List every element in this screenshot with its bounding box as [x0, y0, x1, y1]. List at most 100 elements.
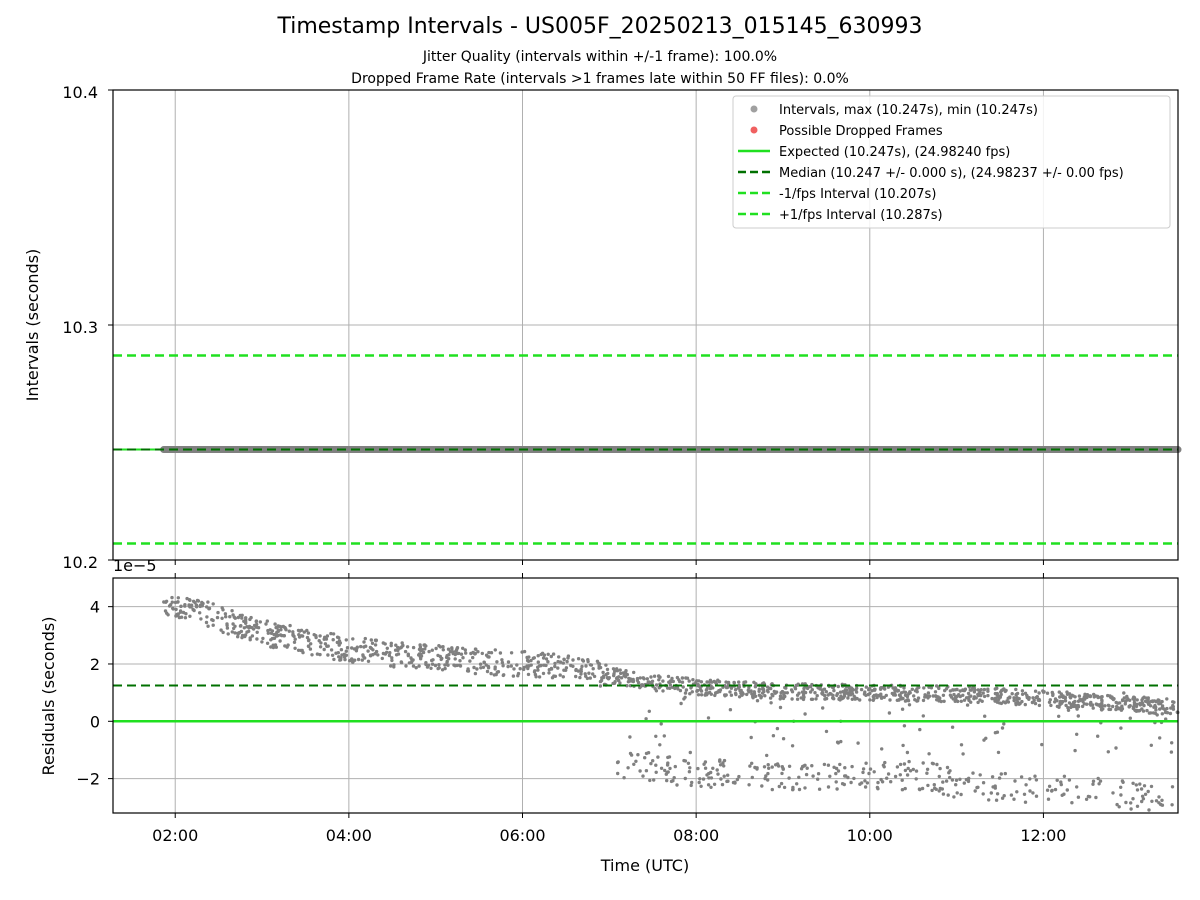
residual-point [624, 669, 628, 673]
residual-outlier-point [993, 786, 997, 790]
residual-outlier-point [1062, 792, 1066, 796]
residual-outlier-point [1070, 801, 1074, 805]
residual-point [824, 690, 828, 694]
residual-point [871, 698, 875, 702]
residual-point [279, 628, 283, 632]
residual-point [749, 689, 753, 693]
residual-point [1020, 692, 1025, 696]
residual-point [278, 633, 283, 637]
residual-point [243, 633, 248, 637]
residual-outlier-point [1149, 743, 1154, 747]
residual-point [329, 648, 334, 652]
residual-point [1127, 705, 1131, 709]
residual-point [426, 663, 431, 667]
residual-point [256, 626, 261, 630]
residual-point [455, 663, 459, 668]
residual-point [441, 645, 445, 649]
residual-outlier-point [886, 772, 891, 776]
residual-point [529, 658, 533, 663]
bottom-y-tick-label: 4 [90, 598, 100, 617]
residual-outlier-point [1040, 742, 1044, 747]
residual-point [597, 662, 602, 666]
residual-point [493, 648, 497, 652]
x-tick-label: 04:00 [326, 826, 372, 845]
residual-point [613, 669, 617, 673]
residual-point [287, 629, 291, 633]
residual-point [233, 631, 237, 635]
residual-point [527, 664, 531, 668]
residual-outlier-point [760, 784, 764, 788]
residual-point [990, 696, 994, 701]
residual-outlier-point [850, 764, 854, 769]
residual-point [419, 657, 423, 661]
residual-point [1158, 707, 1162, 711]
residual-point [399, 660, 403, 664]
residual-point [537, 675, 542, 679]
residual-point [392, 663, 396, 667]
residual-point [318, 645, 323, 649]
residual-point [675, 675, 680, 680]
residual-point [331, 638, 335, 642]
residual-outlier-point [973, 789, 977, 793]
residual-point [604, 663, 608, 667]
residual-point [1107, 704, 1111, 708]
residual-point [411, 664, 416, 668]
residual-point [283, 644, 287, 648]
residual-point [810, 682, 814, 687]
residual-point [684, 688, 689, 692]
residual-point [1041, 690, 1046, 694]
residual-point [832, 688, 836, 693]
residual-point [423, 647, 427, 651]
residual-point [619, 676, 624, 680]
bottom-plot-lines [113, 684, 1178, 723]
residual-outlier-point [1045, 788, 1050, 792]
residual-point [1142, 695, 1146, 699]
residual-point [436, 666, 440, 671]
residual-point [1091, 706, 1095, 710]
residual-point [565, 659, 569, 664]
residual-point [1160, 699, 1164, 704]
residual-outlier-point [1154, 799, 1159, 803]
residual-point [995, 691, 999, 696]
residual-outlier-point [858, 782, 862, 786]
residual-point [661, 679, 665, 683]
residual-outlier-point [689, 783, 693, 788]
residual-outlier-point [726, 773, 730, 777]
residual-point [576, 657, 581, 661]
residual-outlier-point [638, 769, 642, 773]
residual-point [1143, 699, 1148, 703]
residual-point [220, 616, 224, 620]
residual-outlier-point [1143, 792, 1148, 796]
residual-point [546, 660, 550, 664]
residual-outlier-point [948, 769, 952, 773]
residual-point [1058, 701, 1062, 705]
residual-point [496, 670, 501, 674]
residual-point [390, 656, 394, 660]
residual-point [1023, 702, 1027, 707]
residual-point [199, 604, 203, 608]
residual-outlier-point [961, 752, 965, 756]
residual-point [859, 687, 864, 692]
residual-point [481, 665, 486, 669]
residual-point [1027, 697, 1031, 701]
residual-point [668, 686, 672, 690]
residual-point [473, 652, 477, 656]
residual-point [782, 693, 786, 697]
residual-point [746, 688, 750, 692]
residual-outlier-point [1131, 797, 1135, 801]
residual-outlier-point [1091, 779, 1096, 783]
residual-point [942, 699, 946, 703]
residual-point [485, 669, 490, 674]
residual-point [924, 694, 929, 698]
residual-outlier-point [822, 762, 827, 767]
residual-outlier-point [906, 766, 910, 771]
residual-point [331, 632, 336, 636]
residual-point [360, 658, 364, 662]
residual-outlier-point [876, 787, 880, 791]
residual-point [580, 658, 585, 662]
residual-point [344, 638, 348, 642]
residual-outlier-point [682, 697, 686, 701]
residual-point [255, 630, 259, 634]
residual-point [931, 694, 935, 698]
residual-point [906, 698, 910, 702]
